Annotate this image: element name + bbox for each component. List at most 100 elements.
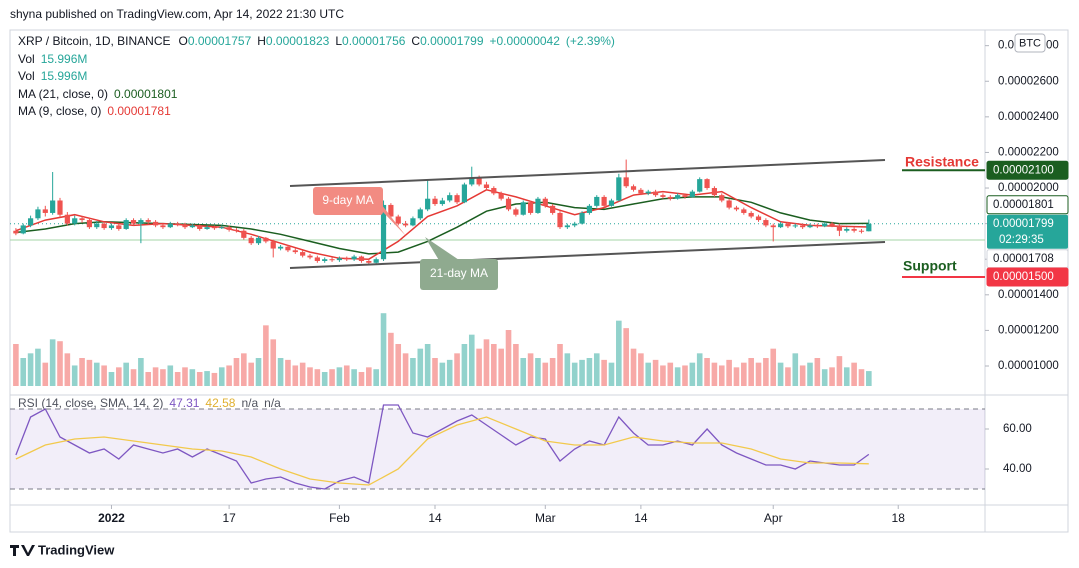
vol-label: Vol <box>18 52 35 66</box>
candle-body <box>682 195 688 197</box>
candle-body <box>505 198 512 210</box>
candle-body <box>307 255 313 258</box>
volume-bar <box>343 365 350 386</box>
volume-bar <box>843 367 850 386</box>
candle-body <box>822 223 828 227</box>
candle-body <box>866 223 872 232</box>
candle-body <box>675 195 681 199</box>
ma-name: MA (9, close, 0) <box>18 104 101 118</box>
ohlc-label: C <box>411 34 420 48</box>
currency-button[interactable] <box>1014 33 1046 53</box>
candle-body <box>425 198 431 210</box>
volume-bar <box>86 359 93 386</box>
candle-body <box>638 189 644 194</box>
volume-bar <box>638 353 644 386</box>
candle-body <box>277 246 284 249</box>
volume-bar <box>763 358 769 386</box>
candle-body <box>755 216 762 221</box>
currency-label: BTC <box>1019 37 1041 49</box>
price-tag <box>986 160 1069 180</box>
candle-body <box>432 198 438 205</box>
volume-bar <box>454 353 460 386</box>
change: +0.00000042 <box>490 34 561 48</box>
volume-bar <box>483 339 490 386</box>
volume-bar <box>557 344 563 386</box>
volume-bar <box>402 353 409 386</box>
callout-pointer <box>425 237 462 262</box>
volume-bar <box>13 344 19 386</box>
candle-body <box>491 188 497 194</box>
volume-bar <box>35 348 41 386</box>
candle-body <box>35 209 41 219</box>
volume-bar <box>542 362 549 386</box>
volume-bar <box>424 344 431 386</box>
candle-body <box>197 225 203 229</box>
volume-bar <box>226 365 232 386</box>
volume-bar <box>829 367 835 386</box>
volume-bar <box>71 365 78 386</box>
volume-bar <box>748 358 754 386</box>
volume-bar <box>20 358 27 386</box>
volume-bar <box>623 328 629 386</box>
vol-value: 15.996M <box>41 69 88 83</box>
candle-body <box>763 220 769 226</box>
candle-body <box>50 200 56 213</box>
rsi-na: n/a <box>264 396 281 410</box>
change-pct: (+2.39%) <box>566 34 615 48</box>
ma-value: 0.00001781 <box>107 104 171 118</box>
volume-bar <box>211 372 218 386</box>
resistance-label: Resistance <box>905 154 979 170</box>
candle-body <box>623 177 629 187</box>
volume-bar <box>520 358 527 386</box>
volume-bar <box>630 348 637 386</box>
y-tick-label: 0.00001400 <box>998 289 1059 301</box>
volume-bar <box>123 362 129 386</box>
volume-bar <box>498 348 504 386</box>
support-label: Support <box>903 258 957 274</box>
candle-body <box>660 195 666 197</box>
candle-body <box>175 223 181 225</box>
candle-body <box>733 207 740 210</box>
candle-body <box>351 256 357 260</box>
volume-bar <box>101 365 107 386</box>
volume-bar <box>241 353 247 386</box>
candle-body <box>535 198 541 213</box>
volume-bar <box>689 362 696 386</box>
symbol-line: XRP / Bitcoin, 1D, BINANCE O0.00001757 H0.… <box>18 34 615 48</box>
candle-body <box>527 202 534 213</box>
volume-bar <box>741 362 747 386</box>
y-tick-label: 0.00002200 <box>998 146 1059 158</box>
volume-bar <box>667 362 674 386</box>
x-tick-label: 18 <box>892 511 906 525</box>
volume-bar <box>799 365 806 386</box>
volume-bar <box>152 367 159 386</box>
candle-body <box>844 228 850 231</box>
ohlc-value: 0.00001757 <box>188 34 252 48</box>
volume-bar <box>439 362 446 386</box>
volume-bar <box>549 358 556 386</box>
candle-body <box>814 225 820 227</box>
candle-body <box>807 225 813 228</box>
volume-bar <box>299 362 306 386</box>
candle-body <box>402 223 409 226</box>
candle-body <box>630 186 637 190</box>
candle-body <box>726 200 732 208</box>
volume-bar <box>792 353 799 386</box>
candle-body <box>263 237 269 242</box>
candle-body <box>314 257 320 261</box>
candle-body <box>748 212 754 217</box>
candle-body <box>211 227 218 229</box>
candle-body <box>388 204 394 217</box>
candle-body <box>572 223 578 226</box>
candle-body <box>358 256 365 261</box>
x-tick-label: 14 <box>634 511 648 525</box>
candle-body <box>741 209 747 213</box>
candle-body <box>557 212 563 228</box>
candle-body <box>689 191 695 197</box>
candle-body <box>586 205 593 213</box>
candle-body <box>130 220 137 224</box>
candle-body <box>101 223 107 229</box>
plot-layer <box>10 159 985 490</box>
rsi-title: RSI (14, close, SMA, 14, 2) <box>18 396 163 410</box>
candle-body <box>498 193 504 199</box>
